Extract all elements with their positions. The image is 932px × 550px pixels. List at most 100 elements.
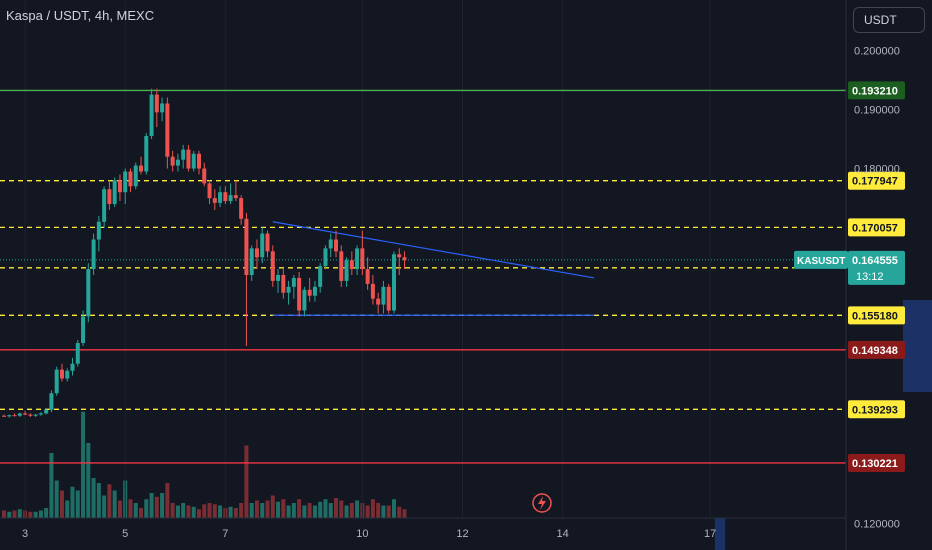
candle-body — [102, 189, 107, 222]
y-tick-label: 0.120000 — [854, 518, 900, 530]
volume-bar — [212, 504, 217, 518]
candle-body — [349, 260, 354, 270]
volume-bar — [7, 511, 12, 518]
candle-body — [28, 414, 33, 416]
candle-body — [38, 413, 43, 415]
symbol-label: KASUSDT — [797, 256, 845, 267]
candle-body — [181, 149, 186, 160]
candle-body — [328, 239, 333, 249]
volume-bar — [117, 500, 122, 518]
volume-bar — [107, 484, 112, 518]
candle-body — [112, 180, 117, 205]
candle-body — [96, 221, 101, 240]
volume-bar — [391, 499, 396, 518]
volume-bar — [365, 505, 370, 518]
current-price-label: 0.164555 — [852, 255, 898, 267]
volume-bar — [112, 490, 117, 518]
x-tick-label: 12 — [456, 528, 468, 540]
candle-body — [270, 251, 275, 281]
candle-body — [334, 239, 339, 252]
candle-body — [307, 289, 312, 296]
volume-bar — [12, 510, 17, 518]
candle-body — [386, 286, 391, 311]
level-price-tag — [848, 171, 905, 190]
candle-body — [233, 195, 238, 199]
candle-body — [160, 103, 165, 113]
volume-bar — [175, 505, 180, 518]
volume-bar — [202, 504, 207, 518]
volume-bar — [249, 503, 254, 518]
volume-bar — [328, 503, 333, 518]
candle-body — [260, 233, 265, 258]
candle-body — [239, 198, 244, 219]
x-tick-label: 14 — [556, 528, 568, 540]
candle-body — [381, 286, 386, 305]
volume-bar — [376, 503, 381, 518]
candle-body — [281, 275, 286, 293]
x-tick-label: 17 — [704, 528, 716, 540]
trendline[interactable] — [272, 221, 595, 279]
candle-body — [265, 233, 270, 252]
time-axis[interactable]: 3 5 7 10 12 14 17 — [0, 517, 846, 540]
candle-body — [297, 277, 302, 311]
volume-bar — [170, 503, 175, 518]
candle-body — [2, 415, 6, 417]
candle-body — [218, 192, 223, 203]
candle-body — [223, 192, 228, 202]
candle-body — [365, 269, 370, 284]
candle-body — [23, 413, 28, 415]
candle-body — [391, 254, 396, 311]
volume-bar — [149, 493, 154, 518]
candle-body — [44, 409, 49, 414]
volume-bar — [307, 503, 312, 518]
volume-bar — [49, 453, 54, 518]
flash-icon[interactable] — [532, 493, 552, 513]
candle-body — [75, 343, 80, 364]
x-tick-label: 7 — [222, 528, 228, 540]
candle-body — [49, 393, 54, 410]
candle-body — [91, 239, 96, 270]
candle-body — [149, 94, 154, 137]
trendlines[interactable] — [272, 221, 595, 316]
level-price-label: 0.149348 — [852, 345, 898, 357]
candle-body — [86, 269, 91, 317]
volume-bar — [196, 509, 201, 518]
candles-layer — [2, 88, 407, 418]
currency-button[interactable]: USDT — [853, 7, 925, 33]
candle-body — [323, 248, 328, 267]
x-tick-label: 5 — [122, 528, 128, 540]
volume-bar — [186, 505, 191, 518]
volume-bar — [233, 508, 238, 518]
volume-bar — [260, 503, 265, 518]
volume-bar — [28, 511, 33, 518]
price-range-highlight — [903, 300, 932, 392]
level-price-label: 0.170057 — [852, 222, 898, 234]
candle-body — [165, 103, 170, 157]
volume-bar — [86, 443, 91, 518]
countdown-label: 13:12 — [856, 271, 884, 283]
volume-bar — [323, 499, 328, 518]
volume-bar — [65, 500, 70, 518]
volume-bar — [2, 510, 6, 518]
grid-layer — [24, 0, 932, 550]
candle-body — [196, 153, 201, 169]
volume-bar — [402, 509, 407, 518]
price-axis[interactable]: 0.1932100.1779470.1700570.1632190.155180… — [794, 45, 905, 530]
y-tick-label: 0.200000 — [854, 45, 900, 57]
candle-body — [139, 165, 144, 172]
candle-body — [202, 168, 207, 184]
candle-body — [33, 414, 38, 416]
level-price-tag — [848, 340, 905, 359]
candle-body — [370, 283, 375, 299]
candle-body — [65, 370, 70, 379]
candle-body — [254, 248, 259, 258]
volume-bar — [270, 495, 275, 518]
candle-body — [207, 183, 212, 199]
volume-bar — [139, 508, 144, 518]
candle-body — [355, 248, 360, 270]
candle-body — [154, 94, 159, 113]
volume-bar — [70, 486, 75, 518]
candle-body — [81, 316, 86, 344]
level-price-tag — [848, 218, 905, 237]
